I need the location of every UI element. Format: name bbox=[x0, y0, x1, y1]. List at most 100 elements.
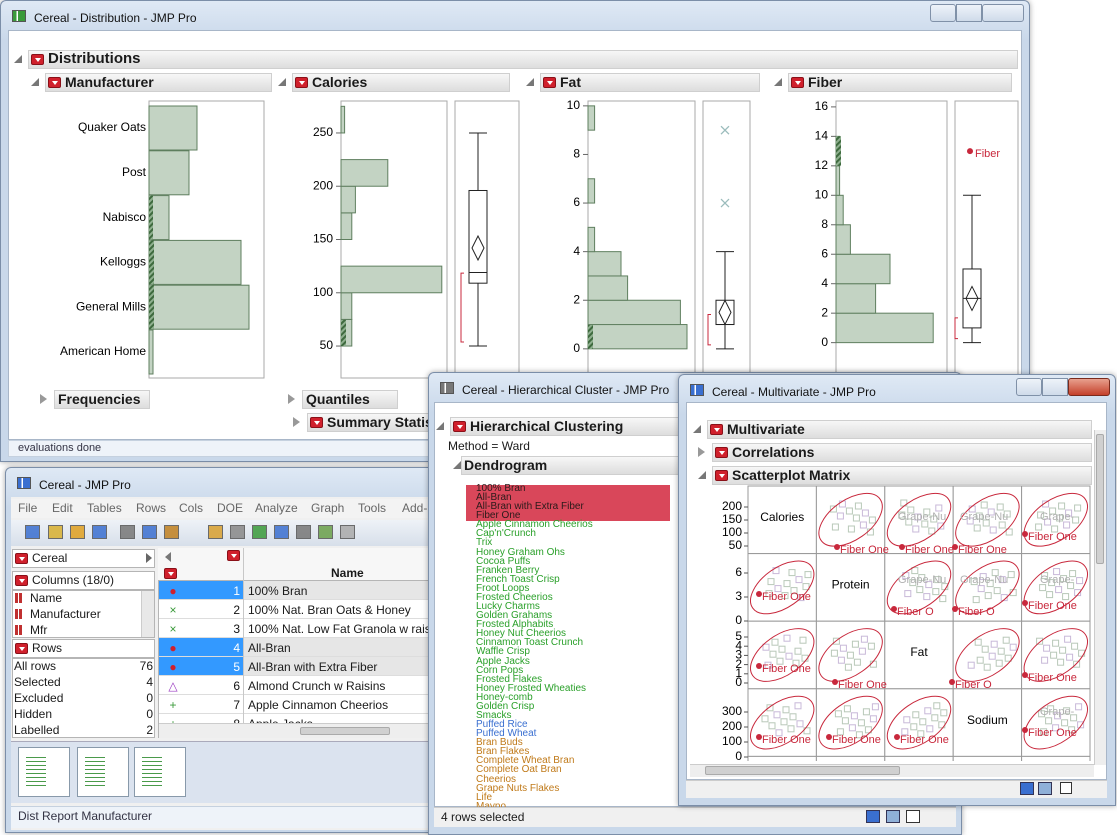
red-menu-button[interactable] bbox=[15, 575, 28, 586]
columns-header[interactable]: Columns (18/0) bbox=[32, 572, 114, 588]
outline-title[interactable]: Distributions bbox=[48, 51, 141, 67]
menu-item[interactable]: Analyze bbox=[255, 500, 298, 516]
point-label: Fiber O bbox=[958, 606, 995, 618]
y-tick-label: 0 bbox=[735, 613, 742, 627]
disclosure-open[interactable] bbox=[14, 55, 22, 63]
toolbar-icon[interactable] bbox=[318, 525, 333, 539]
outline-title[interactable]: Manufacturer bbox=[65, 74, 154, 90]
histogram-bar bbox=[341, 186, 355, 213]
red-menu-button[interactable] bbox=[48, 77, 61, 88]
outline-title[interactable]: Scatterplot Matrix bbox=[732, 467, 850, 483]
disclosure-open[interactable] bbox=[693, 425, 701, 433]
menu-item[interactable]: Edit bbox=[52, 500, 73, 516]
disclosure-open[interactable] bbox=[278, 78, 286, 86]
histogram-bar bbox=[836, 166, 840, 195]
outline-title[interactable]: Fiber bbox=[808, 74, 842, 90]
red-menu-button[interactable] bbox=[715, 447, 728, 458]
toolbar-icon[interactable] bbox=[340, 525, 355, 539]
menu-item[interactable]: Cols bbox=[179, 500, 203, 516]
row-number: 2 bbox=[200, 602, 240, 618]
menu-item[interactable]: Tables bbox=[87, 500, 122, 516]
menu-item[interactable]: File bbox=[18, 500, 37, 516]
y-tick-label: 4 bbox=[573, 244, 580, 258]
selection-hatch bbox=[588, 325, 593, 349]
menu-item[interactable]: DOE bbox=[217, 500, 243, 516]
toolbar-icon[interactable] bbox=[92, 525, 107, 539]
outline-title[interactable]: Summary Statis bbox=[327, 414, 433, 430]
red-menu-button[interactable] bbox=[710, 424, 723, 435]
outline-title[interactable]: Multivariate bbox=[727, 421, 805, 437]
toolbar-icon[interactable] bbox=[48, 525, 63, 539]
red-menu-button[interactable] bbox=[791, 77, 804, 88]
toolbar-icon[interactable] bbox=[208, 525, 223, 539]
menu-item[interactable]: Tools bbox=[358, 500, 386, 516]
column-header[interactable]: Name bbox=[331, 565, 364, 581]
outline-title[interactable]: Dendrogram bbox=[464, 457, 547, 473]
matrix-cell bbox=[885, 756, 953, 761]
red-menu-button[interactable] bbox=[543, 77, 556, 88]
histogram-bar bbox=[588, 179, 595, 203]
disclosure-closed[interactable] bbox=[698, 447, 705, 457]
disclosure-open[interactable] bbox=[774, 78, 782, 86]
disclosure-closed[interactable] bbox=[288, 394, 295, 404]
outline-title[interactable]: Fat bbox=[560, 74, 581, 90]
menu-item[interactable]: Rows bbox=[136, 500, 166, 516]
disclosure-open[interactable] bbox=[698, 471, 706, 479]
red-menu-button[interactable] bbox=[227, 550, 240, 561]
minimize-button[interactable] bbox=[930, 4, 956, 22]
row-name: 100% Nat. Bran Oats & Honey bbox=[248, 602, 411, 618]
point-label: Fiber One bbox=[1028, 531, 1077, 543]
status-icon bbox=[906, 810, 920, 823]
menu-item[interactable]: Add- bbox=[402, 500, 427, 516]
disclosure-closed[interactable] bbox=[40, 394, 47, 404]
toolbar-icon[interactable] bbox=[274, 525, 289, 539]
outline-title[interactable]: Frequencies bbox=[58, 391, 140, 407]
disclosure-open[interactable] bbox=[453, 461, 461, 469]
y-tick-label: 0 bbox=[735, 675, 742, 689]
toolbar-icon[interactable] bbox=[120, 525, 135, 539]
rows-header[interactable]: Rows bbox=[32, 640, 62, 656]
row-marker: △ bbox=[167, 680, 179, 692]
bar bbox=[149, 106, 197, 150]
red-menu-button[interactable] bbox=[31, 54, 44, 65]
column-icon bbox=[15, 625, 24, 635]
red-menu-button[interactable] bbox=[15, 553, 28, 564]
column-name[interactable]: Manufacturer bbox=[30, 606, 101, 622]
outline-title[interactable]: Correlations bbox=[732, 444, 814, 460]
scroll-thumb[interactable] bbox=[705, 766, 900, 775]
red-menu-button[interactable] bbox=[15, 643, 28, 654]
toolbar-icon[interactable] bbox=[25, 525, 40, 539]
matrix-cell bbox=[748, 689, 816, 757]
red-menu-button[interactable] bbox=[310, 417, 323, 428]
toolbar-icon[interactable] bbox=[142, 525, 157, 539]
scroll-thumb[interactable] bbox=[1096, 434, 1104, 564]
scroll-thumb[interactable] bbox=[300, 727, 390, 735]
toolbar-icon[interactable] bbox=[164, 525, 179, 539]
close-button[interactable] bbox=[1068, 378, 1110, 396]
column-name[interactable]: Mfr bbox=[30, 622, 47, 638]
red-menu-button[interactable] bbox=[164, 568, 177, 579]
minimize-button[interactable] bbox=[1016, 378, 1042, 396]
menu-arrow bbox=[19, 557, 25, 561]
red-menu-button[interactable] bbox=[453, 421, 466, 432]
disclosure-open[interactable] bbox=[526, 78, 534, 86]
close-button[interactable] bbox=[982, 4, 1024, 22]
toolbar-icon[interactable] bbox=[70, 525, 85, 539]
maximize-button[interactable] bbox=[1042, 378, 1068, 396]
maximize-button[interactable] bbox=[956, 4, 982, 22]
red-menu-button[interactable] bbox=[715, 470, 728, 481]
outline-title[interactable]: Hierarchical Clustering bbox=[470, 418, 623, 434]
toolbar-icon[interactable] bbox=[230, 525, 245, 539]
column-name[interactable]: Name bbox=[30, 590, 62, 606]
disclosure-closed[interactable] bbox=[293, 417, 300, 427]
table-name[interactable]: Cereal bbox=[32, 550, 67, 566]
outline-title[interactable]: Quantiles bbox=[306, 391, 370, 407]
red-menu-button[interactable] bbox=[295, 77, 308, 88]
row-stat-value: 0 bbox=[100, 706, 153, 722]
outline-title[interactable]: Calories bbox=[312, 74, 367, 90]
disclosure-open[interactable] bbox=[436, 422, 444, 430]
disclosure-open[interactable] bbox=[31, 78, 39, 86]
toolbar-icon[interactable] bbox=[296, 525, 311, 539]
toolbar-icon[interactable] bbox=[252, 525, 267, 539]
menu-item[interactable]: Graph bbox=[311, 500, 344, 516]
